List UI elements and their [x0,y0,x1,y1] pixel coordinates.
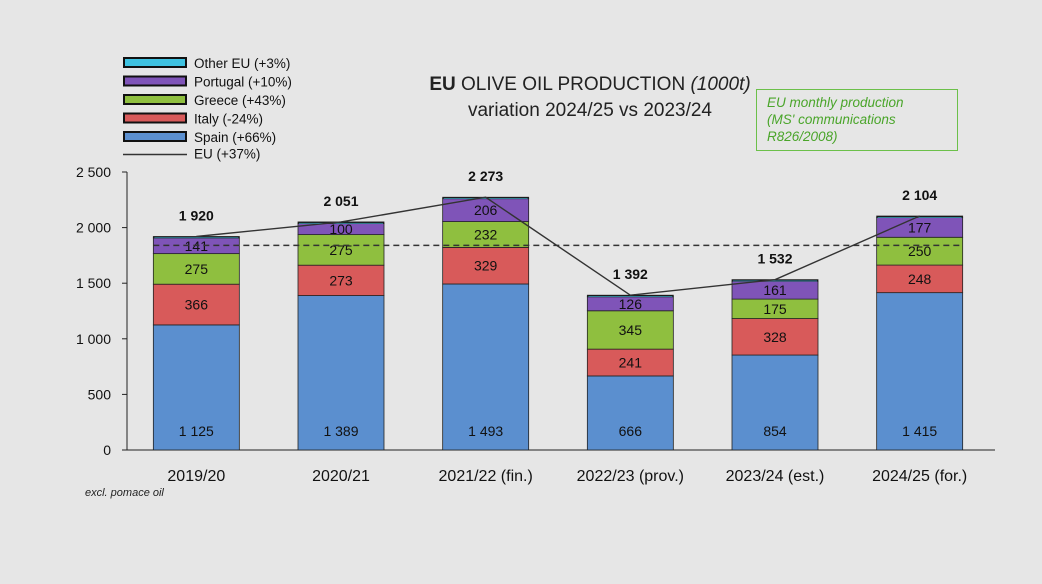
bar-segment [876,292,964,451]
y-tick-label: 1 500 [76,275,111,291]
y-tick-label: 500 [88,386,112,402]
bar-value-label: 250 [908,243,932,259]
bar-segment [586,348,674,377]
bar-total-label: 1 532 [757,251,792,267]
legend-swatch [125,59,185,66]
bar-value-label: 100 [329,221,353,237]
x-tick-label: 2024/25 (for.) [872,468,967,485]
bar-segment-other-eu-fill [299,222,383,224]
bar-value-label: 1 415 [902,423,937,439]
bar-segment-other-eu-fill [443,198,528,199]
bar-total-label: 1 392 [613,266,648,282]
bar-segment [731,354,819,451]
bar-segment [297,234,385,266]
legend-label: Greece (+43%) [194,93,286,108]
bar-segment-other-eu-fill [877,217,962,218]
note-line: EU monthly production [767,95,904,110]
x-tick-label: 2022/23 (prov.) [577,468,684,485]
legend-swatch [125,77,185,85]
bar-value-label: 206 [474,202,498,218]
legend-swatch [125,96,185,103]
title-unit: (1000t) [690,74,751,95]
bar-value-label: 854 [763,423,787,439]
note-line: (MS' communications [767,112,896,127]
bar-value-label: 328 [763,329,787,345]
bar-value-label: 275 [329,242,353,258]
bar-segment [731,318,819,356]
bar-value-label: 1 125 [179,423,214,439]
bar-value-label: 232 [474,226,498,242]
x-tick-label: 2023/24 (est.) [726,468,825,485]
legend-swatch [125,133,185,140]
bar-segment [152,283,240,326]
bar-segment [586,375,674,451]
legend-label: Italy (-24%) [194,112,263,127]
x-tick-label: 2021/22 (fin.) [439,468,533,485]
y-tick-label: 2 500 [76,164,111,180]
note-line: R826/2008) [767,129,838,144]
bar-segment-other-eu-fill [733,280,817,282]
eu-total-line [196,196,920,296]
bar-value-label: 329 [474,258,498,274]
bar-segment [586,310,674,350]
bar-segment-other-eu-fill [588,296,673,297]
bar-value-label: 1 493 [468,423,503,439]
bar-value-label: 241 [619,355,643,371]
bar-value-label: 175 [763,301,787,317]
x-tick-label: 2020/21 [312,468,370,485]
bar-total-label: 2 273 [468,168,503,184]
legend-label: Spain (+66%) [194,130,276,145]
title-main: OLIVE OIL PRODUCTION [455,74,691,95]
bar-value-label: 248 [908,271,932,287]
bar-value-label: 273 [329,272,353,288]
y-tick-label: 2 000 [76,220,111,236]
y-tick-label: 0 [103,442,111,458]
bar-value-label: 161 [763,282,787,298]
bar-total-label: 2 104 [902,187,937,203]
monthly-production-note: EU monthly production (MS' communication… [756,89,958,151]
footnote: excl. pomace oil [85,487,164,499]
bar-segment [152,324,240,451]
bar-segment [297,264,385,296]
y-tick-label: 1 000 [76,331,111,347]
bar-segment [442,246,530,285]
bar-segment [442,221,530,248]
legend-label: Other EU (+3%) [194,56,290,71]
bar-value-label: 366 [185,297,209,313]
bar-total-label: 1 920 [179,207,214,223]
bar-segment [152,253,240,285]
bar-segment-other-eu-fill [154,237,239,239]
bar-total-label: 2 051 [323,193,358,209]
chart-subtitle: variation 2024/25 vs 2023/24 [467,100,712,121]
legend-label: EU (+37%) [194,147,260,162]
bar-value-label: 666 [619,423,643,439]
bar-segment [442,283,530,451]
bar-value-label: 126 [619,296,643,312]
bar-value-label: 345 [619,322,643,338]
legend-label: Portugal (+10%) [194,75,292,90]
bar-segment [876,264,964,294]
legend-swatch [125,114,185,122]
chart-title: EU OLIVE OIL PRODUCTION (1000t) variatio… [400,72,780,124]
x-tick-label: 2019/20 [167,468,225,485]
bar-value-label: 275 [185,261,209,277]
bar-value-label: 1 389 [323,423,358,439]
bar-value-label: 177 [908,219,932,235]
title-bold: EU [429,74,456,95]
